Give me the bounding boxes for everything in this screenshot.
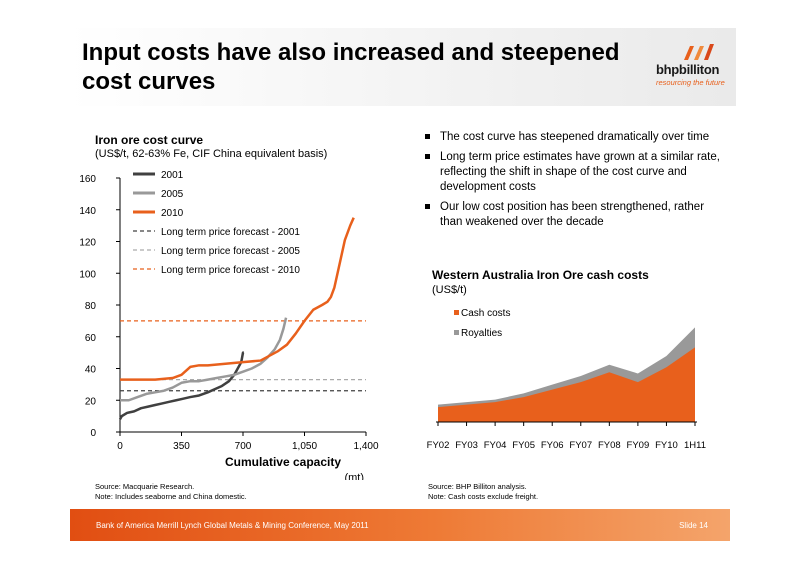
bullet-list: The cost curve has steepened dramaticall… — [425, 130, 725, 235]
right-note: Note: Cash costs exclude freight. — [428, 492, 539, 501]
left-note: Note: Includes seaborne and China domest… — [95, 492, 247, 501]
bullet-text: Our low cost position has been strengthe… — [440, 201, 705, 228]
bullet-item: Long term price estimates have grown at … — [425, 150, 725, 195]
x-tick-label: FY02 — [427, 440, 450, 451]
footer-bar: Bank of America Merrill Lynch Global Met… — [70, 509, 730, 541]
legend-label: Long term price forecast - 2010 — [161, 265, 300, 276]
series-line-2010 — [120, 217, 355, 381]
bhp-logo: bhpbilliton resourcing the future — [654, 40, 730, 94]
y-tick-label: 160 — [79, 174, 96, 185]
bullet-square-icon — [425, 154, 430, 159]
x-tick-label: FY03 — [455, 440, 478, 451]
legend-label: 2010 — [161, 208, 184, 219]
x-tick-label: FY07 — [569, 440, 592, 451]
legend-label: Royalties — [461, 328, 502, 339]
x-tick-label: FY09 — [627, 440, 650, 451]
x-axis-label: Cumulative capacity — [225, 455, 341, 469]
logo-mark-icon — [684, 44, 714, 60]
y-tick-label: 60 — [85, 333, 97, 344]
y-tick-label: 120 — [79, 238, 96, 249]
page-title: Input costs have also increased and stee… — [82, 39, 620, 95]
left-source: Source: Macquarie Research. — [95, 482, 195, 491]
legend-label: 2001 — [161, 170, 184, 181]
legend-swatch — [454, 310, 459, 315]
bullet-text: The cost curve has steepened dramaticall… — [440, 131, 710, 143]
right-chart-subtitle: (US$/t) — [432, 284, 467, 296]
left-chart-subtitle: (US$/t, 62-63% Fe, CIF China equivalent … — [95, 148, 328, 160]
right-chart-title: Western Australia Iron Ore cash costs — [432, 268, 649, 282]
x-tick-label: 0 — [117, 441, 123, 452]
x-tick-label: 700 — [235, 441, 252, 452]
legend-label: Cash costs — [461, 308, 510, 319]
logo-brand-text: bhpbilliton — [656, 62, 720, 77]
x-axis-unit: (mt) — [344, 472, 364, 480]
iron-ore-cost-curve-chart: 0 20 40 60 80 100 120 140 160 0 350 700 1,050 1,400 Cu… — [79, 170, 379, 480]
x-tick-label: FY08 — [598, 440, 621, 451]
x-tick-label: 1,400 — [353, 441, 378, 452]
legend-label: Long term price forecast - 2001 — [161, 227, 300, 238]
legend-label: Long term price forecast - 2005 — [161, 246, 300, 257]
bullet-item: The cost curve has steepened dramaticall… — [425, 130, 725, 145]
y-tick-label: 20 — [85, 396, 97, 407]
x-tick-label: FY05 — [512, 440, 535, 451]
series-line-2001 — [118, 351, 245, 420]
x-tick-label: FY06 — [541, 440, 564, 451]
x-tick-label: 1H11 — [684, 440, 706, 451]
y-tick-label: 80 — [85, 301, 97, 312]
x-tick-label: 350 — [173, 441, 190, 452]
slide-number: Slide 14 — [679, 521, 708, 530]
bullet-item: Our low cost position has been strengthe… — [425, 200, 725, 230]
x-tick-label: FY04 — [484, 440, 507, 451]
footer-conference: Bank of America Merrill Lynch Global Met… — [96, 521, 369, 530]
x-tick-label: FY10 — [655, 440, 678, 451]
header-band — [68, 28, 736, 106]
right-source: Source: BHP Billiton analysis. — [428, 482, 527, 491]
y-tick-label: 140 — [79, 206, 96, 217]
y-tick-label: 100 — [79, 269, 96, 280]
series-line-2005 — [120, 317, 288, 402]
bullet-text: Long term price estimates have grown at … — [440, 151, 720, 193]
logo-tagline: resourcing the future — [656, 78, 725, 87]
bullet-square-icon — [425, 204, 430, 209]
wa-cash-costs-chart: FY02 FY03 FY04 FY05 FY06 FY07 FY08 FY09 FY10 1H11… — [427, 308, 706, 451]
bullet-square-icon — [425, 134, 430, 139]
left-chart-title: Iron ore cost curve — [95, 133, 204, 147]
y-tick-label: 0 — [90, 428, 96, 439]
legend-swatch — [454, 330, 459, 335]
area-cash-costs — [438, 347, 695, 422]
y-tick-label: 40 — [85, 365, 97, 376]
legend-label: 2005 — [161, 189, 184, 200]
left-source-note: Source: Macquarie Research. Note: Includ… — [95, 482, 247, 502]
x-tick-label: 1,050 — [292, 441, 317, 452]
right-source-note: Source: BHP Billiton analysis. Note: Cas… — [428, 482, 538, 502]
